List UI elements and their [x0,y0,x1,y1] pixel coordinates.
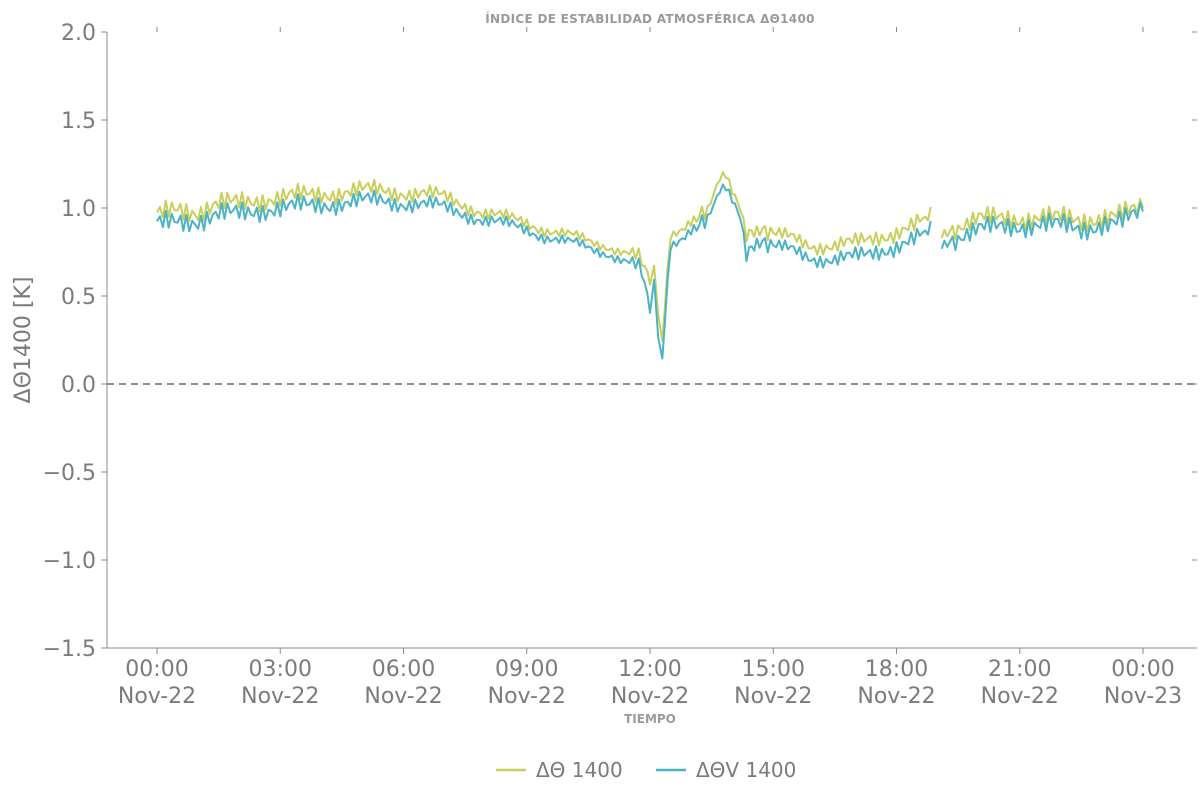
x-tick-label-date: Nov-22 [241,684,319,709]
legend-label: ΔΘV 1400 [696,758,796,782]
y-tick-label: 0.5 [61,285,96,310]
x-tick-label-time: 06:00 [372,657,435,682]
x-axis-ticks: 00:00Nov-2203:00Nov-2206:00Nov-2209:00No… [118,27,1182,709]
legend: ΔΘ 1400 ΔΘV 1400 [496,758,796,782]
y-tick-label: 1.0 [61,197,96,222]
x-tick-label-date: Nov-23 [1104,684,1182,709]
x-tick-label-date: Nov-22 [857,684,935,709]
chart-title: ÍNDICE DE ESTABILIDAD ATMOSFÉRICA ΔΘ1400 [485,11,815,26]
x-tick-label-time: 03:00 [249,657,312,682]
y-tick-label: −1.0 [43,549,96,574]
x-tick-label-time: 09:00 [495,657,558,682]
series-line-0 [156,171,1144,342]
x-tick-label-time: 15:00 [742,657,805,682]
y-axis-ticks: 2.0 1.5 1.0 0.5 0.0 −0.5 −1.0 −1.5 [43,21,1197,662]
x-tick-label-time: 12:00 [618,657,681,682]
x-axis-label: TIEMPO [624,712,676,726]
x-tick-label-time: 18:00 [865,657,928,682]
x-tick-label-time: 00:00 [125,657,188,682]
x-tick-label-date: Nov-22 [734,684,812,709]
series-layer [156,171,1144,360]
y-tick-label: 2.0 [61,21,96,46]
series-line-1 [156,183,1144,360]
y-tick-label: −1.5 [43,637,96,662]
y-tick-label: −0.5 [43,461,96,486]
y-tick-label: 0.0 [61,373,96,398]
x-tick-label-time: 00:00 [1111,657,1174,682]
x-tick-label-date: Nov-22 [118,684,196,709]
legend-label: ΔΘ 1400 [536,758,623,782]
x-tick-label-date: Nov-22 [364,684,442,709]
x-tick-label-time: 21:00 [988,657,1051,682]
x-tick-label-date: Nov-22 [981,684,1059,709]
x-tick-label-date: Nov-22 [611,684,689,709]
x-tick-label-date: Nov-22 [488,684,566,709]
y-axis-label: ΔΘ1400 [K] [11,277,36,404]
y-tick-label: 1.5 [61,109,96,134]
